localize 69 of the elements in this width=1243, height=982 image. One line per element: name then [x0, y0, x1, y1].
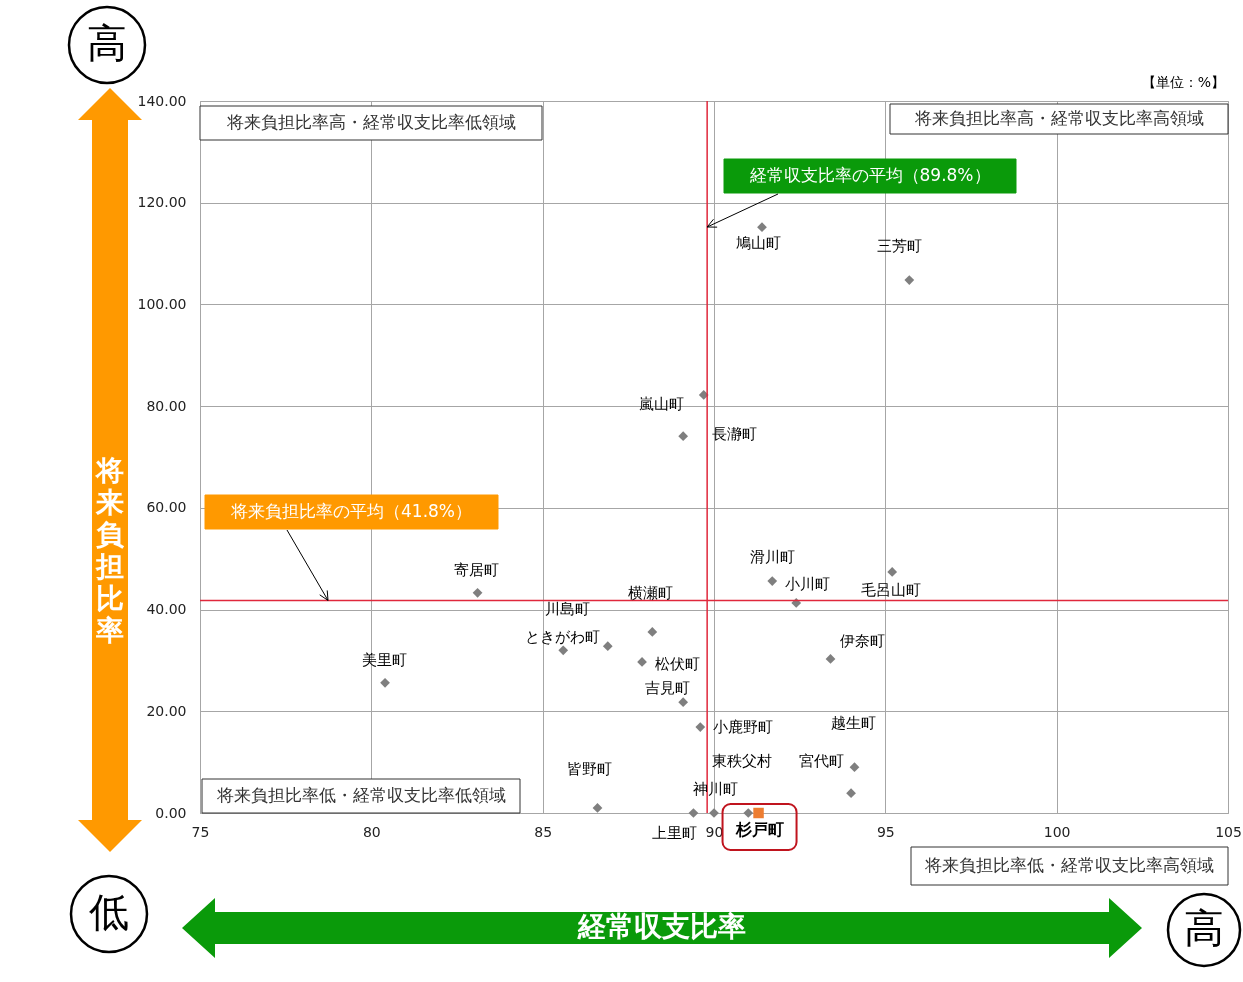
point — [825, 654, 836, 664]
annotation: 毛呂山町 — [861, 580, 922, 599]
point — [753, 807, 764, 819]
annotation: 将来負担比率高・経常収支比率高領域 — [913, 108, 1204, 128]
series-label: 杉戸町 — [734, 820, 784, 839]
annotation: 長瀞町 — [711, 425, 757, 444]
annotation: 横瀬町 — [627, 583, 673, 602]
annotation: 滑川町 — [749, 548, 795, 567]
y-tick-label: 60.00 — [146, 499, 187, 516]
y-axis-title: 将来負担比率 — [94, 454, 125, 647]
annotation: 鳩山町 — [736, 234, 782, 253]
text: 【単位：%】 — [1141, 74, 1225, 90]
x-axis-title: 経常収支比率 — [577, 910, 746, 943]
x-tick-label: 90 — [705, 823, 724, 840]
y-tick-label: 20.00 — [146, 702, 187, 719]
annotation: 将来負担比率高・経常収支比率低領域 — [225, 112, 516, 132]
y-tick-label: 80.00 — [146, 397, 187, 414]
point — [757, 222, 767, 232]
annotation: 皆野町 — [566, 759, 612, 778]
annotation: 上里町 — [651, 824, 697, 842]
annotation: 越生町 — [830, 714, 876, 733]
x-tick-label: 105 — [1215, 823, 1242, 840]
point — [767, 576, 778, 586]
annotation: 神川町 — [692, 780, 738, 798]
annotation: 伊奈町 — [840, 631, 886, 650]
x-tick-label: 75 — [191, 823, 210, 840]
point — [887, 567, 898, 577]
annotation: 小鹿野町 — [713, 718, 774, 737]
y-tick-label: 0.00 — [155, 804, 187, 821]
text: 高 — [87, 20, 127, 66]
y-tick-label: 120.00 — [137, 194, 187, 211]
point — [695, 722, 706, 732]
point — [602, 641, 613, 652]
annotation: 松伏町 — [654, 654, 700, 673]
annotation: 美里町 — [361, 650, 407, 669]
y-tick-label: 40.00 — [146, 601, 187, 618]
point — [678, 431, 689, 442]
point — [846, 788, 856, 799]
ref-line-label: 経常収支比率の平均（89.8%） — [748, 165, 991, 185]
x-tick-label: 100 — [1043, 823, 1071, 840]
annotation: 小川町 — [784, 574, 830, 593]
point — [688, 808, 699, 818]
annotation: 吉見町 — [644, 679, 690, 698]
y-tick-label: 100.00 — [137, 295, 187, 312]
y-tick-label: 140.00 — [137, 92, 187, 109]
x-tick-label: 95 — [876, 823, 895, 840]
point — [678, 697, 689, 707]
text: 低 — [89, 889, 129, 935]
annotation: 寄居町 — [454, 560, 500, 579]
annotation: 東秩父村 — [712, 752, 773, 770]
point — [743, 808, 754, 818]
ref-line-label: 将来負担比率の平均（41.8%） — [229, 501, 473, 521]
x-tick-label: 85 — [534, 823, 553, 840]
point — [904, 275, 915, 285]
x-tick-label: 80 — [362, 823, 381, 840]
point — [472, 587, 483, 598]
point — [592, 803, 603, 813]
text: 高 — [1184, 905, 1224, 951]
annotation: 嵐山町 — [639, 394, 685, 413]
point — [380, 677, 390, 688]
annotation: 三芳町 — [876, 237, 922, 256]
point — [647, 627, 658, 637]
annotation: ときがわ町 — [524, 628, 600, 647]
annotation: 川島町 — [545, 600, 591, 619]
text: 将来負担比率低・経常収支比率高領域 — [924, 855, 1214, 875]
point — [849, 762, 860, 773]
annotation: 宮代町 — [798, 752, 844, 771]
point — [558, 645, 569, 656]
annotation: 将来負担比率低・経常収支比率低領域 — [215, 785, 506, 805]
